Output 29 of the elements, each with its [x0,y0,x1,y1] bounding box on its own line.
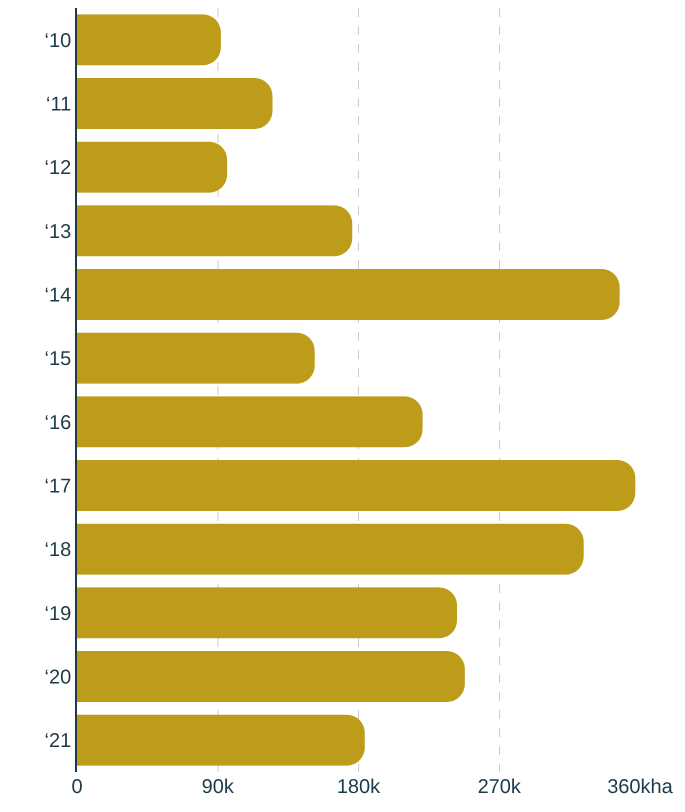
y-tick-label: ‘21 [44,730,72,752]
x-tick-label: 90k [202,776,235,798]
x-tick-label: 180k [336,776,382,798]
x-tick-label: 0 [71,776,83,798]
y-tick-label: ‘10 [44,30,72,52]
y-tick-label: ‘16 [44,412,72,434]
bar [77,142,228,193]
bar [77,332,315,384]
bar [77,269,620,320]
y-tick-label: ‘11 [46,94,72,116]
bar [77,587,458,638]
bar [77,78,272,129]
bar [77,205,352,256]
x-tick-label: 270k [478,776,522,798]
bar [77,396,423,448]
y-tick-label: ‘13 [44,220,72,243]
y-tick-label: ‘15 [44,348,72,370]
y-tick-label: ‘12 [44,157,72,180]
y-tick-label: ‘20 [44,666,72,688]
bar [77,714,365,766]
bar [77,460,636,511]
bar [77,651,465,702]
x-tick-label: 360kha [607,776,674,798]
bar [77,524,584,575]
y-tick-label: ‘17 [44,476,72,498]
y-tick-label: ‘19 [44,602,72,625]
y-tick-label: ‘14 [44,284,72,306]
bar [77,14,221,66]
y-tick-label: ‘18 [44,539,72,562]
